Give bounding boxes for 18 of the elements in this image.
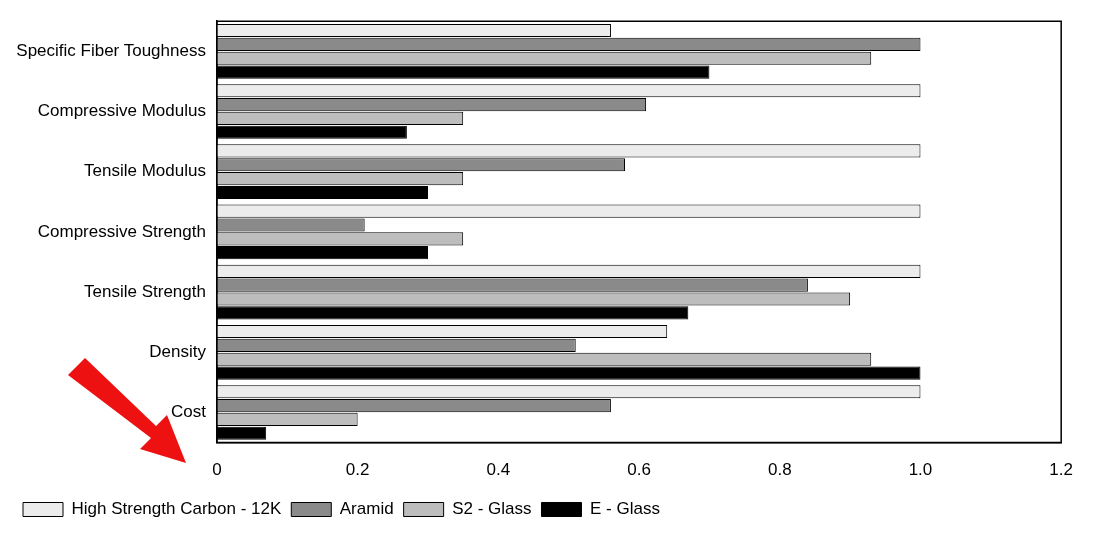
x-tick-label: 0 — [212, 460, 222, 480]
y-tick-label: Cost — [170, 402, 207, 422]
x-tick-label: 1.2 — [1049, 460, 1073, 480]
legend-label: S2 - Glass — [452, 499, 532, 519]
y-tick-label: Compressive Strength — [37, 221, 206, 241]
y-tick-label: Tensile Modulus — [84, 161, 206, 181]
x-tick-label: 0.6 — [627, 460, 651, 480]
legend-label: E - Glass — [589, 499, 660, 519]
y-tick-label: Tensile Strength — [84, 281, 206, 301]
legend-label: Aramid — [339, 499, 394, 519]
x-tick-label: 0.8 — [767, 460, 792, 480]
x-tick-label: 0.2 — [345, 460, 370, 480]
x-tick-label: 0.4 — [486, 460, 511, 480]
x-tick-label: 1.0 — [908, 460, 933, 480]
y-tick-label: Specific Fiber Toughness — [16, 40, 206, 60]
y-tick-label: Compressive Modulus — [37, 101, 206, 121]
legend-label: High Strength Carbon - 12K — [71, 499, 282, 519]
y-tick-label: Density — [149, 341, 207, 361]
